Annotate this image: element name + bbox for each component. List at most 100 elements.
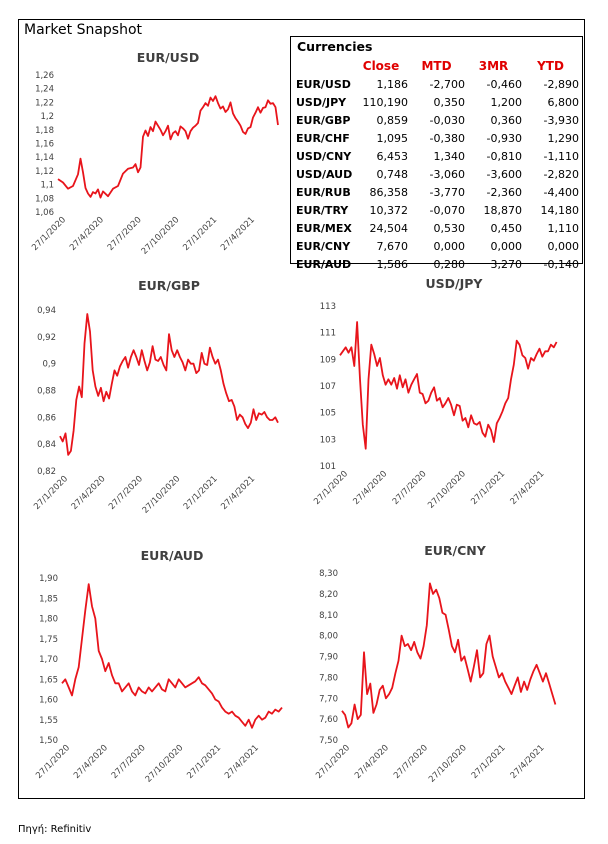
chart-eur-gbp: EUR/GBP0,940,920,90,880,860,840,8227/1/2…: [32, 278, 279, 516]
table-row: EUR/RUB 86,358 -3,770 -2,360 -4,400: [296, 183, 579, 201]
3mr-cell: 0,450: [490, 221, 523, 235]
y-tick-label: 1,14: [35, 153, 54, 163]
ytd-cell: 1,110: [547, 221, 580, 235]
close-cell: 24,504: [369, 221, 409, 235]
3mr-cell: 3,270: [490, 257, 523, 271]
chart-title: EUR/GBP: [138, 278, 200, 293]
y-tick-label: 0,84: [37, 440, 56, 450]
x-tick-label: 27/4/2020: [68, 215, 106, 253]
ytd-cell: -0,140: [543, 257, 579, 271]
3mr-cell: 18,870: [483, 203, 523, 217]
close-cell: 86,358: [369, 185, 409, 199]
header-pair: [296, 57, 354, 75]
page-frame: [18, 19, 585, 799]
pair-cell: EUR/GBP: [296, 113, 351, 127]
ytd-cell: 14,180: [540, 203, 580, 217]
x-tick-label: 27/7/2020: [392, 743, 430, 781]
ytd-cell: 0,000: [547, 239, 580, 253]
ytd-cell: -2,820: [543, 167, 579, 181]
mtd-cell: -0,070: [429, 203, 465, 217]
y-tick-label: 0,9: [42, 360, 56, 370]
y-tick-label: 1,24: [35, 85, 54, 95]
mtd-cell: -0,030: [429, 113, 465, 127]
y-tick-label: 1,1: [40, 181, 54, 191]
x-tick-label: 27/1/2021: [469, 469, 507, 507]
close-cell: 1,586: [376, 257, 409, 271]
mtd-cell: 0,000: [433, 239, 466, 253]
y-tick-label: 113: [320, 302, 336, 312]
y-tick-label: 109: [320, 355, 336, 365]
mtd-cell: -3,770: [429, 185, 465, 199]
y-tick-label: 1,70: [39, 655, 58, 665]
mtd-cell: -2,700: [429, 77, 465, 91]
y-tick-label: 7,50: [319, 736, 338, 746]
table-row: EUR/GBP 0,859 -0,030 0,360 -3,930: [296, 111, 579, 129]
y-tick-label: 1,50: [39, 736, 58, 746]
x-tick-label: 27/10/2020: [141, 474, 183, 516]
table-row: USD/CNY 6,453 1,340 -0,810 -1,110: [296, 147, 579, 165]
pair-cell: USD/AUD: [296, 167, 353, 181]
y-tick-label: 1,85: [39, 594, 58, 604]
y-tick-label: 101: [320, 462, 336, 472]
x-tick-label: 27/1/2021: [181, 215, 219, 253]
mtd-cell: -3,060: [429, 167, 465, 181]
mtd-cell: 0,280: [433, 257, 466, 271]
close-cell: 6,453: [376, 149, 409, 163]
x-tick-label: 27/1/2020: [30, 215, 68, 253]
chart-eur-aud: EUR/AUD 1,90 1,85 1,80 1,75 1,70 1,65 1,60 1,55 1…: [34, 548, 283, 785]
y-tick-label: 1,12: [35, 167, 54, 177]
close-cell: 1,095: [376, 131, 409, 145]
mtd-cell: 1,340: [433, 149, 466, 163]
y-tick-label: 7,80: [319, 673, 338, 683]
y-tick-label: 1,18: [35, 126, 54, 136]
x-tick-label: 27/10/2020: [144, 743, 186, 785]
x-tick-label: 27/10/2020: [426, 469, 468, 511]
series-line: [59, 313, 279, 456]
y-tick-label: 8,10: [319, 611, 338, 621]
y-tick-label: 0,86: [37, 413, 56, 423]
3mr-cell: 1,200: [490, 95, 523, 109]
x-tick-label: 27/1/2020: [314, 743, 352, 781]
x-tick-label: 27/4/2020: [351, 469, 389, 507]
x-tick-label: 27/1/2020: [34, 743, 72, 781]
pair-cell: EUR/USD: [296, 77, 351, 91]
chart-eur-usd: EUR/USD 1,26 1,24 1,22 1,2 1,18 1,16 1,14 1,12 1,…: [30, 50, 279, 257]
x-tick-label: 27/7/2020: [391, 469, 429, 507]
mtd-cell: 0,530: [433, 221, 466, 235]
y-tick-label: 1,55: [39, 716, 58, 726]
y-tick-label: 7,90: [319, 653, 338, 663]
y-tick-label: 8,20: [319, 590, 338, 600]
y-tick-label: 1,80: [39, 615, 58, 625]
y-tick-label: 8,00: [319, 632, 338, 642]
x-tick-label: 27/10/2020: [140, 215, 182, 257]
y-tick-label: 105: [320, 409, 336, 419]
y-tick-label: 1,90: [39, 574, 58, 584]
chart-title: USD/JPY: [426, 276, 484, 291]
pair-cell: EUR/AUD: [296, 257, 352, 271]
table-row: EUR/CNY 7,670 0,000 0,000 0,000: [296, 237, 579, 255]
table-title: Currencies: [297, 39, 373, 54]
y-tick-label: 7,70: [319, 694, 338, 704]
chart-title: EUR/USD: [137, 50, 199, 65]
y-tick-label: 1,2: [40, 112, 54, 122]
chart-eur-cny: EUR/CNY 8,30 8,20 8,10 8,00 7,90 7,80 7,70 7,60 7…: [314, 543, 557, 785]
close-cell: 110,190: [362, 95, 409, 109]
x-tick-label: 27/10/2020: [427, 743, 469, 785]
header-close: Close: [362, 59, 400, 73]
table-header-row: Close MTD 3MR YTD: [296, 57, 579, 75]
x-tick-label: 27/7/2020: [107, 474, 145, 512]
y-tick-label: 1,06: [35, 208, 54, 218]
table-row: USD/JPY 110,190 0,350 1,200 6,800: [296, 93, 579, 111]
x-tick-label: 27/4/2021: [219, 215, 257, 253]
3mr-cell: -3,600: [486, 167, 522, 181]
ytd-cell: -1,110: [543, 149, 579, 163]
series-line: [57, 95, 279, 199]
y-tick-label: 107: [320, 382, 336, 392]
ytd-cell: -4,400: [543, 185, 579, 199]
currencies-grid: Close MTD 3MR YTD EUR/USD 1,186 -2,700 -0,4…: [296, 57, 579, 273]
close-cell: 0,859: [376, 113, 409, 127]
close-cell: 10,372: [369, 203, 409, 217]
y-tick-label: 7,60: [319, 715, 338, 725]
x-tick-label: 27/1/2021: [470, 743, 508, 781]
